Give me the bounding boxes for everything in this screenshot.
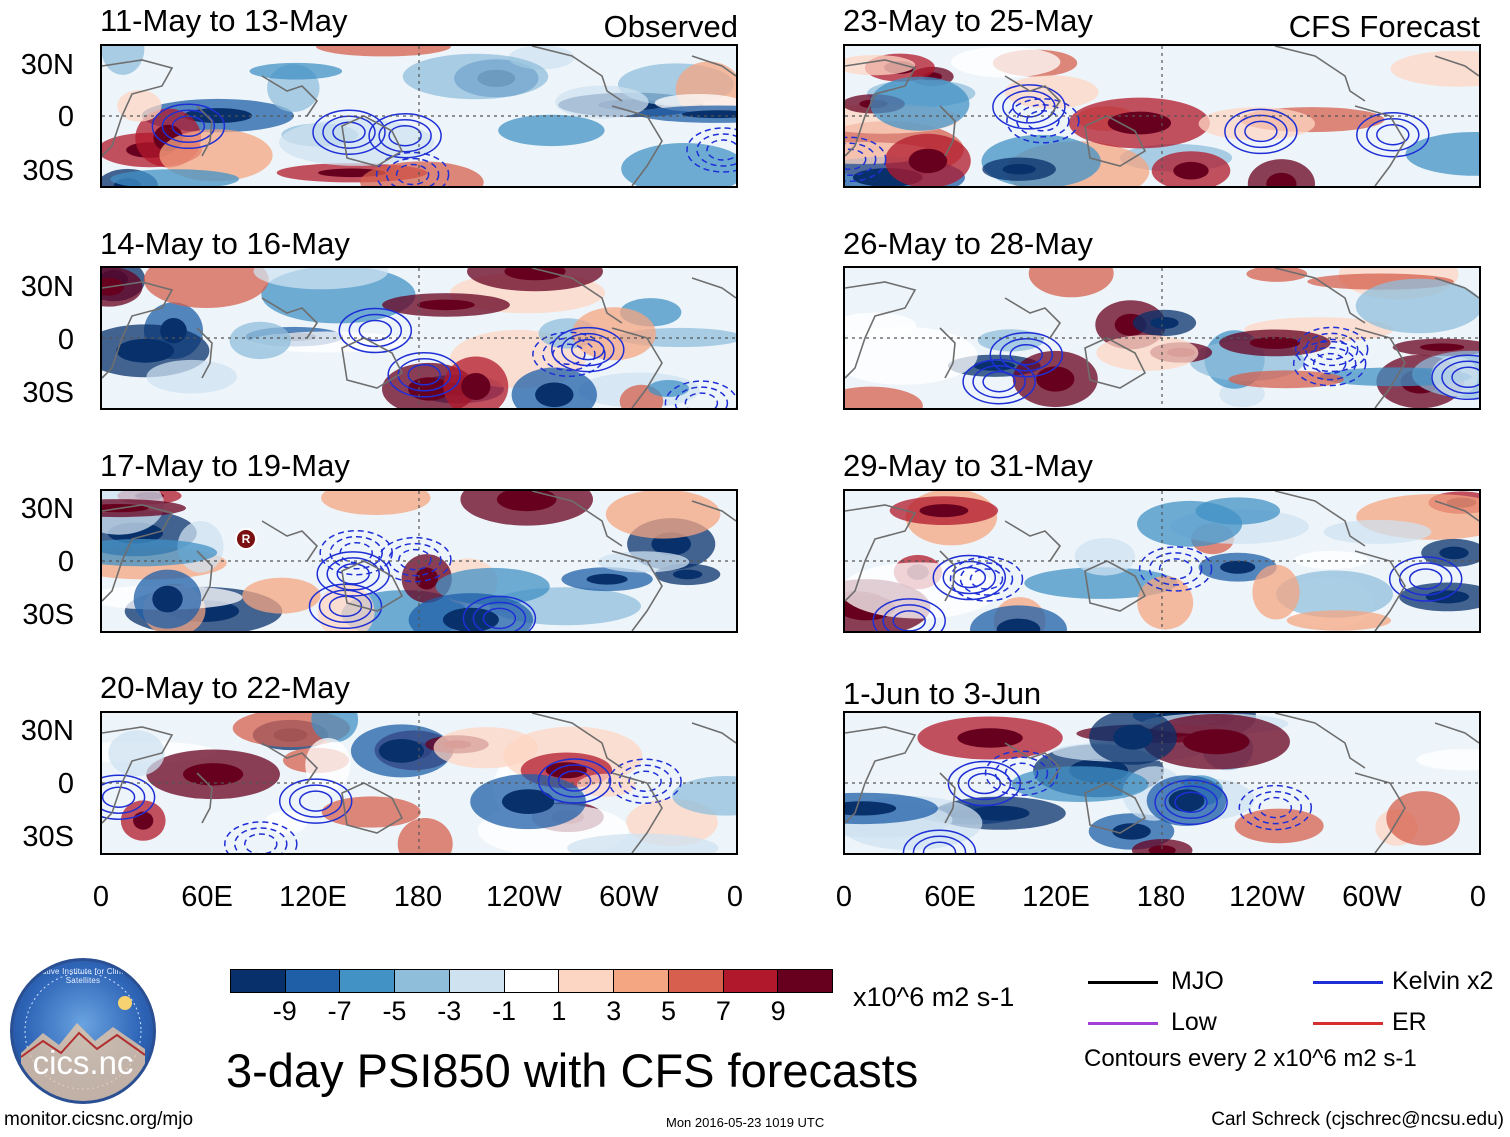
lat-label-30n: 30N (20, 493, 74, 525)
panel-title-l1: 11-May to 13-May (100, 3, 348, 38)
colorbar-swatch (723, 970, 779, 992)
colorbar-swatch (395, 970, 450, 992)
colorbar-swatch (449, 970, 505, 992)
footer-credit: Carl Schreck (cjschrec@ncsu.edu) (1211, 1109, 1504, 1130)
colorbar-tick-label: 5 (661, 996, 677, 1026)
panel-title-l2: 14-May to 16-May (100, 226, 350, 261)
colorbar-swatch (559, 970, 615, 992)
colorbar-swatches (230, 969, 833, 993)
panel-title-r4: 1-Jun to 3-Jun (843, 676, 1042, 711)
panel-title-r3: 29-May to 31-May (843, 448, 1093, 483)
lat-label-30s: 30S (22, 155, 74, 187)
colorbar-ticks: -9 -7 -5 -3 -1 1 3 5 7 9 (230, 996, 833, 1028)
lon-label: 0 (726, 881, 744, 913)
legend-label-low: Low (1171, 1008, 1217, 1036)
colorbar-tick-label: -7 (327, 996, 352, 1026)
lat-label-eq: 0 (57, 324, 74, 356)
colorbar-tick-label: 9 (770, 996, 786, 1026)
map-panel-l1 (100, 44, 738, 188)
lon-label: 0 (835, 881, 853, 913)
map-panel-l4 (100, 711, 738, 855)
colorbar-tick-label: 3 (606, 996, 622, 1026)
lat-label-eq: 0 (57, 546, 74, 578)
map-panel-r2 (843, 266, 1481, 410)
observed-label: Observed (603, 9, 738, 44)
panel-title-r2: 26-May to 28-May (843, 226, 1093, 261)
legend-line-mjo (1088, 981, 1158, 984)
lon-label: 60E (924, 881, 976, 913)
map-panel-r1 (843, 44, 1481, 188)
footer-url[interactable]: monitor.cicsnc.org/mjo (4, 1109, 194, 1130)
lon-label: 60E (181, 881, 233, 913)
lat-label-30n: 30N (20, 715, 74, 747)
legend-line-er (1313, 1022, 1383, 1025)
colorbar-swatch (778, 970, 833, 992)
contour-note: Contours every 2 x10^6 m2 s-1 (1084, 1045, 1417, 1072)
colorbar-tick-label: -5 (382, 996, 407, 1026)
legend-line-low (1088, 1022, 1158, 1025)
colorbar-swatch (614, 970, 669, 992)
map-panel-r4 (843, 711, 1481, 855)
lat-label-30s: 30S (22, 599, 74, 631)
colorbar-tick-label: 1 (551, 996, 567, 1026)
lon-label: 120E (279, 881, 347, 913)
logo-text: cics.nc (32, 1044, 134, 1081)
lon-label: 0 (1469, 881, 1487, 913)
cics-logo[interactable]: cics.nc Cooperative Institute for Climat… (10, 958, 156, 1104)
colorbar-tick-label: 7 (715, 996, 731, 1026)
colorbar-swatch (504, 970, 560, 992)
legend-label-mjo: MJO (1171, 967, 1224, 995)
panel-title-l3: 17-May to 19-May (100, 448, 350, 483)
colorbar-swatch (340, 970, 396, 992)
lon-label: 60W (599, 881, 659, 913)
cfs-forecast-label: CFS Forecast (1288, 9, 1480, 44)
map-panel-r3 (843, 489, 1481, 633)
lon-label: 180 (1136, 881, 1186, 913)
colorbar-tick-label: -1 (492, 996, 517, 1026)
lon-label: 120W (486, 881, 562, 913)
lon-label: 180 (393, 881, 443, 913)
map-panel-l3 (100, 489, 738, 633)
panel-title-r1: 23-May to 25-May (843, 3, 1093, 38)
panel-title-l4: 20-May to 22-May (100, 670, 350, 705)
legend-line-kelvin (1313, 981, 1383, 984)
lon-label: 120W (1229, 881, 1305, 913)
colorbar-tick-label: -3 (437, 996, 462, 1026)
lat-label-eq: 0 (57, 768, 74, 800)
colorbar-tick-label: -9 (272, 996, 297, 1026)
lat-label-30s: 30S (22, 377, 74, 409)
colorbar-units: x10^6 m2 s-1 (853, 982, 1015, 1012)
lat-label-eq: 0 (57, 101, 74, 133)
logo-ring-text: Cooperative Institute for Climate and Sa… (14, 967, 152, 985)
lon-label: 0 (92, 881, 110, 913)
colorbar-swatch (231, 970, 286, 992)
map-panel-l2 (100, 266, 738, 410)
lat-label-30n: 30N (20, 271, 74, 303)
lon-label: 60W (1342, 881, 1402, 913)
cyclone-marker: R (235, 528, 257, 550)
logo-graphic (20, 972, 146, 1101)
main-title: 3-day PSI850 with CFS forecasts (226, 1044, 919, 1097)
lon-label: 120E (1022, 881, 1090, 913)
legend-label-kelvin: Kelvin x2 (1392, 967, 1494, 995)
lat-label-30n: 30N (20, 49, 74, 81)
legend-label-er: ER (1392, 1008, 1427, 1036)
footer-timestamp: Mon 2016-05-23 1019 UTC (666, 1115, 825, 1130)
lat-label-30s: 30S (22, 821, 74, 853)
colorbar-swatch (668, 970, 724, 992)
colorbar-swatch (285, 970, 341, 992)
